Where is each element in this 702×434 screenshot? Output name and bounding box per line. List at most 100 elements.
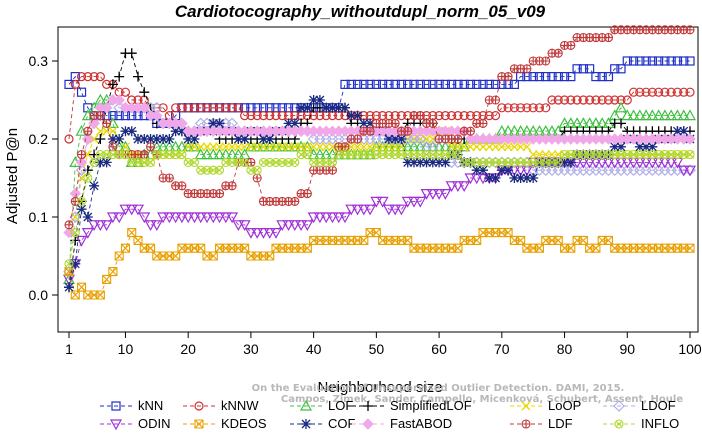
data-point — [207, 212, 220, 224]
legend-marker — [362, 418, 374, 430]
data-point — [610, 95, 620, 105]
legend-item-kdeos: KDEOS — [183, 416, 267, 431]
data-point — [522, 157, 532, 167]
data-point — [634, 141, 645, 152]
data-point — [353, 142, 363, 152]
data-point — [534, 243, 545, 253]
data-point — [478, 157, 488, 167]
data-point — [365, 142, 375, 152]
data-point — [89, 134, 99, 144]
data-point — [409, 150, 419, 160]
data-point — [95, 157, 106, 168]
data-point — [76, 87, 87, 97]
x-tick-label: 40 — [306, 341, 322, 357]
data-point — [415, 150, 425, 160]
data-point — [114, 150, 124, 160]
data-point — [585, 150, 595, 160]
data-point — [94, 220, 107, 232]
data-point — [591, 71, 601, 82]
data-point — [497, 103, 507, 113]
data-point — [451, 181, 464, 193]
data-point — [685, 243, 695, 253]
data-point — [654, 56, 664, 66]
data-point — [414, 196, 427, 208]
data-point — [321, 102, 332, 113]
data-point — [382, 204, 395, 216]
data-point — [246, 165, 256, 175]
data-point — [131, 204, 145, 216]
y-tick-label: 0.1 — [29, 209, 49, 225]
data-point — [622, 95, 632, 105]
data-point — [654, 150, 664, 160]
data-point — [641, 87, 651, 97]
data-point — [415, 111, 425, 121]
legend: kNN kNNW LOF SimplifiedLOF LoOP LDOF ODIN KDEOS… — [100, 398, 679, 431]
data-point — [390, 142, 400, 152]
data-point — [290, 142, 300, 152]
data-point — [640, 109, 653, 121]
data-point — [120, 87, 131, 97]
data-point — [447, 142, 457, 152]
data-point — [497, 157, 507, 167]
data-point — [221, 142, 231, 152]
data-point — [171, 251, 181, 261]
data-point — [133, 71, 143, 82]
data-point — [578, 150, 588, 160]
data-point — [421, 150, 432, 160]
data-point — [378, 79, 388, 90]
data-point — [295, 220, 308, 232]
data-point — [283, 157, 294, 167]
data-point — [308, 95, 319, 105]
data-point — [414, 133, 427, 145]
data-point — [83, 173, 93, 183]
data-point — [351, 204, 364, 216]
data-point — [384, 142, 394, 152]
data-point — [114, 110, 124, 121]
data-point — [685, 56, 695, 66]
watermark-line1: Campos, Zimek, Sander, Campello, Micenko… — [281, 393, 683, 405]
data-point — [396, 142, 406, 152]
data-point — [244, 140, 257, 152]
data-point — [164, 134, 175, 144]
data-point — [276, 140, 289, 152]
data-point — [252, 110, 262, 121]
data-point — [102, 274, 112, 284]
legend-marker — [521, 401, 531, 411]
data-point — [603, 150, 614, 160]
data-point — [238, 220, 251, 232]
data-point — [188, 212, 201, 224]
data-point — [679, 150, 689, 160]
data-point — [208, 142, 218, 152]
legend-marker — [299, 399, 313, 411]
legend-label: kNN — [138, 398, 163, 413]
data-point — [541, 150, 551, 160]
data-point — [219, 212, 232, 224]
data-point — [434, 150, 444, 160]
x-tick-label: 70 — [494, 341, 510, 357]
legend-item-knnw: kNNW — [183, 398, 259, 413]
data-point — [152, 150, 162, 160]
data-point — [453, 110, 463, 121]
data-point — [684, 133, 696, 145]
data-point — [534, 103, 545, 113]
legend-item-loop: LoOP — [510, 398, 581, 413]
data-point — [64, 79, 74, 90]
data-point — [516, 103, 526, 113]
data-point — [378, 142, 388, 152]
data-point — [614, 101, 628, 113]
legend-item-ldof: LDOF — [603, 398, 676, 413]
data-point — [390, 118, 400, 128]
data-point — [647, 150, 657, 160]
data-point — [478, 79, 488, 90]
data-point — [227, 103, 237, 113]
data-point — [660, 150, 670, 160]
data-point — [403, 150, 413, 160]
data-point — [251, 140, 264, 152]
x-tick-label: 50 — [369, 341, 385, 357]
data-point — [164, 173, 174, 183]
data-point — [240, 157, 250, 167]
legend-label: LoOP — [548, 398, 581, 413]
data-point — [346, 79, 356, 90]
legend-item-simplifiedlof: SimplifiedLOF — [352, 398, 472, 413]
data-point — [70, 290, 80, 300]
